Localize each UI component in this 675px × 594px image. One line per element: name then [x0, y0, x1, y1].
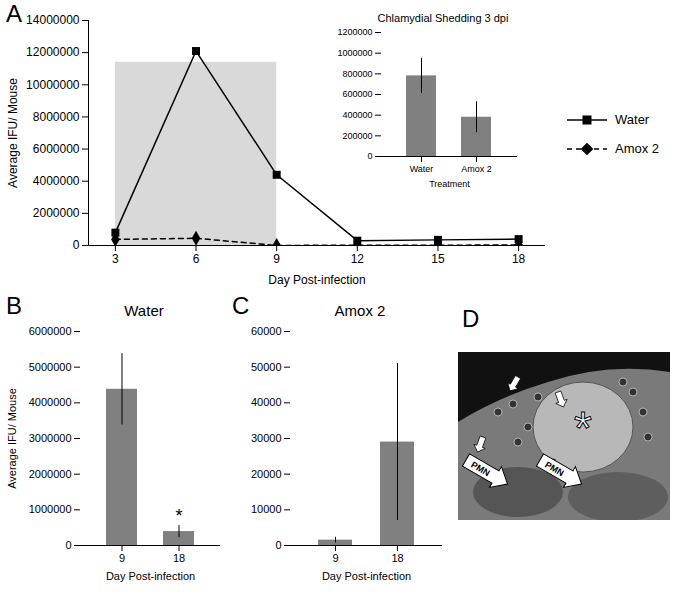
svg-text:600000: 600000: [342, 89, 372, 99]
svg-text:5000000: 5000000: [29, 361, 72, 373]
svg-text:10000000: 10000000: [26, 78, 80, 92]
html-text:Amox 2: Amox 2: [615, 141, 660, 156]
html-text:B: B: [6, 292, 22, 319]
html-text:D: D: [462, 305, 480, 332]
html-text:Amox 2: Amox 2: [334, 302, 386, 319]
html-text:Chlamydial Shedding 3 dpi: Chlamydial Shedding 3 dpi: [377, 12, 509, 24]
html-text:A: A: [6, 0, 22, 27]
svg-text:0: 0: [275, 539, 281, 551]
svg-text:0: 0: [367, 151, 372, 161]
svg-text:2000000: 2000000: [29, 468, 72, 480]
html-text:Water: Water: [615, 112, 650, 127]
svg-text:2000000: 2000000: [33, 206, 80, 220]
svg-text:Average IFU/ Mouse: Average IFU/ Mouse: [6, 388, 18, 489]
svg-text:Average IFU/ Mouse: Average IFU/ Mouse: [6, 78, 20, 188]
svg-text:4000000: 4000000: [29, 396, 72, 408]
svg-text:Day Post-infection: Day Post-infection: [268, 273, 365, 287]
svg-text:*: *: [574, 402, 592, 454]
svg-text:6000000: 6000000: [33, 142, 80, 156]
svg-text:12000000: 12000000: [26, 45, 80, 59]
svg-text:Day Post-infection: Day Post-infection: [322, 570, 411, 582]
svg-text:3000000: 3000000: [29, 432, 72, 444]
svg-text:400000: 400000: [342, 110, 372, 120]
svg-text:200000: 200000: [342, 131, 372, 141]
svg-text:1200000: 1200000: [337, 27, 372, 37]
svg-text:18: 18: [173, 552, 185, 564]
svg-text:Day Post-infection: Day Post-infection: [106, 570, 195, 582]
svg-text:8000000: 8000000: [33, 110, 80, 124]
svg-text:12: 12: [351, 252, 365, 266]
svg-text:1000000: 1000000: [29, 503, 72, 515]
html-text:Water: Water: [124, 302, 164, 319]
svg-text:9: 9: [119, 552, 125, 564]
svg-text:10000: 10000: [251, 503, 282, 515]
svg-text:60000: 60000: [251, 325, 282, 337]
svg-text:20000: 20000: [251, 468, 282, 480]
svg-text:4000000: 4000000: [33, 174, 80, 188]
svg-text:18: 18: [391, 552, 403, 564]
svg-text:50000: 50000: [251, 361, 282, 373]
svg-text:15: 15: [431, 252, 445, 266]
svg-text:Amox 2: Amox 2: [461, 164, 492, 174]
svg-text:*: *: [175, 506, 182, 526]
svg-text:Water: Water: [410, 164, 434, 174]
svg-text:800000: 800000: [342, 69, 372, 79]
svg-text:14000000: 14000000: [26, 13, 80, 27]
svg-text:PMN: PMN: [543, 460, 565, 479]
svg-text:9: 9: [273, 252, 280, 266]
svg-text:0: 0: [73, 238, 80, 252]
svg-text:18: 18: [512, 252, 526, 266]
svg-text:3: 3: [112, 252, 119, 266]
svg-text:30000: 30000: [251, 432, 282, 444]
svg-text:1000000: 1000000: [337, 48, 372, 58]
svg-text:6: 6: [193, 252, 200, 266]
svg-text:Treatment: Treatment: [429, 179, 470, 189]
svg-text:40000: 40000: [251, 396, 282, 408]
svg-text:PMN: PMN: [469, 460, 491, 479]
svg-text:9: 9: [332, 552, 338, 564]
svg-text:0: 0: [65, 539, 71, 551]
html-text:C: C: [232, 292, 250, 319]
svg-text:6000000: 6000000: [29, 325, 72, 337]
